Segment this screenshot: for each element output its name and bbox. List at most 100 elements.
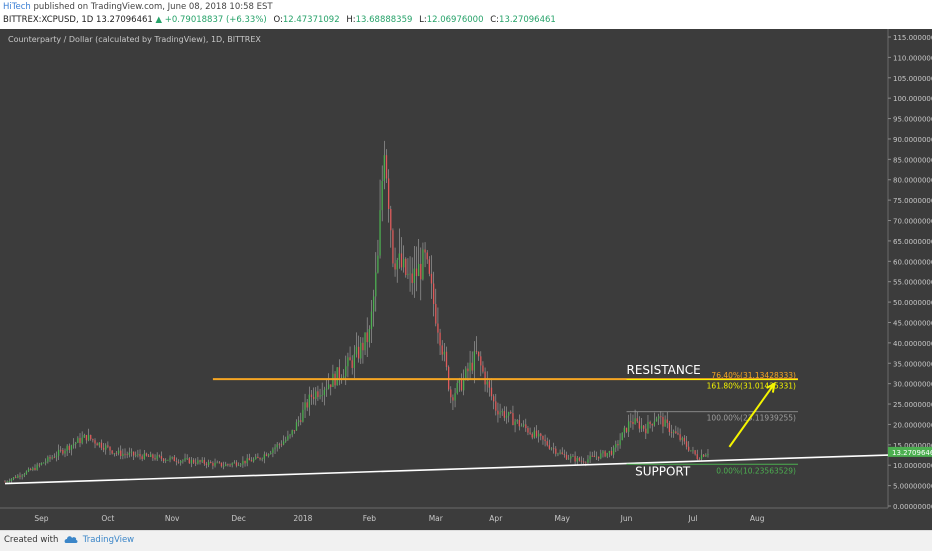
y-tick-label: 0.00000000	[893, 503, 932, 511]
candle-body	[240, 464, 242, 466]
candle-body	[72, 444, 75, 446]
candle-body	[270, 452, 272, 455]
candle-body	[218, 462, 220, 464]
candle-body	[175, 461, 178, 462]
candle-body	[482, 365, 484, 372]
candle-body	[177, 461, 180, 463]
candle-body	[497, 410, 499, 415]
candle-body	[424, 249, 426, 253]
candle-body	[673, 431, 675, 433]
chart-title: Counterparty / Dollar (calculated by Tra…	[8, 35, 261, 44]
candle-body	[235, 462, 238, 466]
candle-body	[19, 475, 21, 477]
candle-body	[666, 419, 668, 423]
candle-body	[310, 394, 313, 398]
y-tick-label: 30.00000000	[893, 381, 932, 389]
candle-body	[525, 424, 527, 429]
candle-body	[608, 450, 611, 453]
candle-body	[505, 415, 508, 418]
candle-body	[30, 469, 32, 471]
candle-body	[630, 421, 632, 423]
candle-body	[57, 449, 60, 456]
candle-body	[604, 451, 606, 457]
candle-body	[503, 411, 506, 418]
low-label: L:	[419, 15, 427, 25]
candle-body	[385, 155, 388, 179]
candle-body	[216, 462, 218, 464]
chart-area[interactable]: Counterparty / Dollar (calculated by Tra…	[0, 29, 932, 530]
close-label: C:	[490, 15, 500, 25]
candle-body	[147, 455, 150, 457]
x-tick-label: Sep	[34, 514, 48, 523]
y-tick-label: 40.00000000	[893, 340, 932, 348]
candle-body	[473, 351, 476, 371]
candle-body	[400, 253, 403, 268]
candle-body	[323, 389, 325, 396]
candle-body	[205, 463, 208, 466]
high-value: 13.68888359	[355, 15, 413, 25]
candle-body	[550, 448, 553, 450]
candle-body	[207, 462, 210, 466]
candle-body	[557, 453, 559, 455]
candle-body	[452, 397, 454, 401]
candle-body	[233, 462, 235, 464]
candle-body	[606, 452, 608, 457]
symbol-ohlc-line: BITTREX:XCPUSD, 1D 13.27096461 ▲ +0.7901…	[3, 15, 560, 25]
x-tick-label: May	[554, 514, 570, 523]
candle-body	[145, 453, 148, 456]
candle-body	[214, 462, 216, 466]
candle-body	[274, 447, 276, 450]
candle-body	[478, 351, 480, 357]
candle-body	[197, 460, 199, 464]
candle-body	[705, 454, 707, 457]
price-chart[interactable]: Counterparty / Dollar (calculated by Tra…	[0, 29, 932, 530]
candle-body	[336, 367, 338, 386]
candle-body	[690, 450, 692, 452]
candle-body	[398, 253, 400, 260]
candle-body	[325, 388, 328, 390]
candle-body	[602, 451, 604, 454]
tradingview-link[interactable]: TradingView	[82, 535, 135, 545]
candle-body	[27, 469, 30, 472]
publish-info: HiTech published on TradingView.com, Jun…	[3, 2, 273, 12]
candle-body	[115, 453, 118, 454]
candle-body	[70, 445, 73, 450]
candle-body	[351, 360, 353, 368]
candle-body	[634, 418, 636, 425]
candle-body	[570, 456, 572, 459]
candle-body	[598, 456, 600, 459]
candle-body	[362, 342, 364, 351]
candle-body	[437, 323, 439, 333]
candle-body	[8, 481, 10, 482]
publish-header: HiTech published on TradingView.com, Jun…	[0, 0, 932, 30]
tradingview-logo-icon	[64, 536, 78, 543]
chart-background	[0, 29, 932, 530]
candle-body	[150, 454, 152, 457]
candle-body	[77, 438, 79, 443]
candle-body	[565, 454, 568, 460]
candle-body	[610, 450, 613, 455]
candle-body	[105, 445, 107, 450]
candle-body	[53, 457, 55, 459]
candle-body	[111, 450, 113, 454]
candle-body	[402, 258, 405, 268]
candle-body	[47, 457, 49, 462]
y-tick-label: 70.00000000	[893, 218, 932, 226]
candle-body	[535, 430, 538, 437]
author-link[interactable]: HiTech	[3, 2, 31, 12]
y-tick-label: 110.00000000	[893, 54, 932, 62]
candle-body	[366, 332, 368, 343]
candle-body	[432, 283, 435, 304]
candle-body	[83, 434, 85, 438]
candle-body	[516, 419, 518, 422]
candle-body	[409, 273, 411, 275]
candle-body	[291, 430, 293, 435]
x-tick-label: 2018	[293, 514, 312, 523]
candle-body	[242, 460, 244, 465]
candle-body	[426, 252, 428, 260]
candle-body	[694, 450, 696, 455]
high-label: H:	[346, 15, 356, 25]
candle-body	[94, 440, 96, 444]
candle-body	[17, 475, 19, 478]
candle-body	[96, 443, 98, 446]
